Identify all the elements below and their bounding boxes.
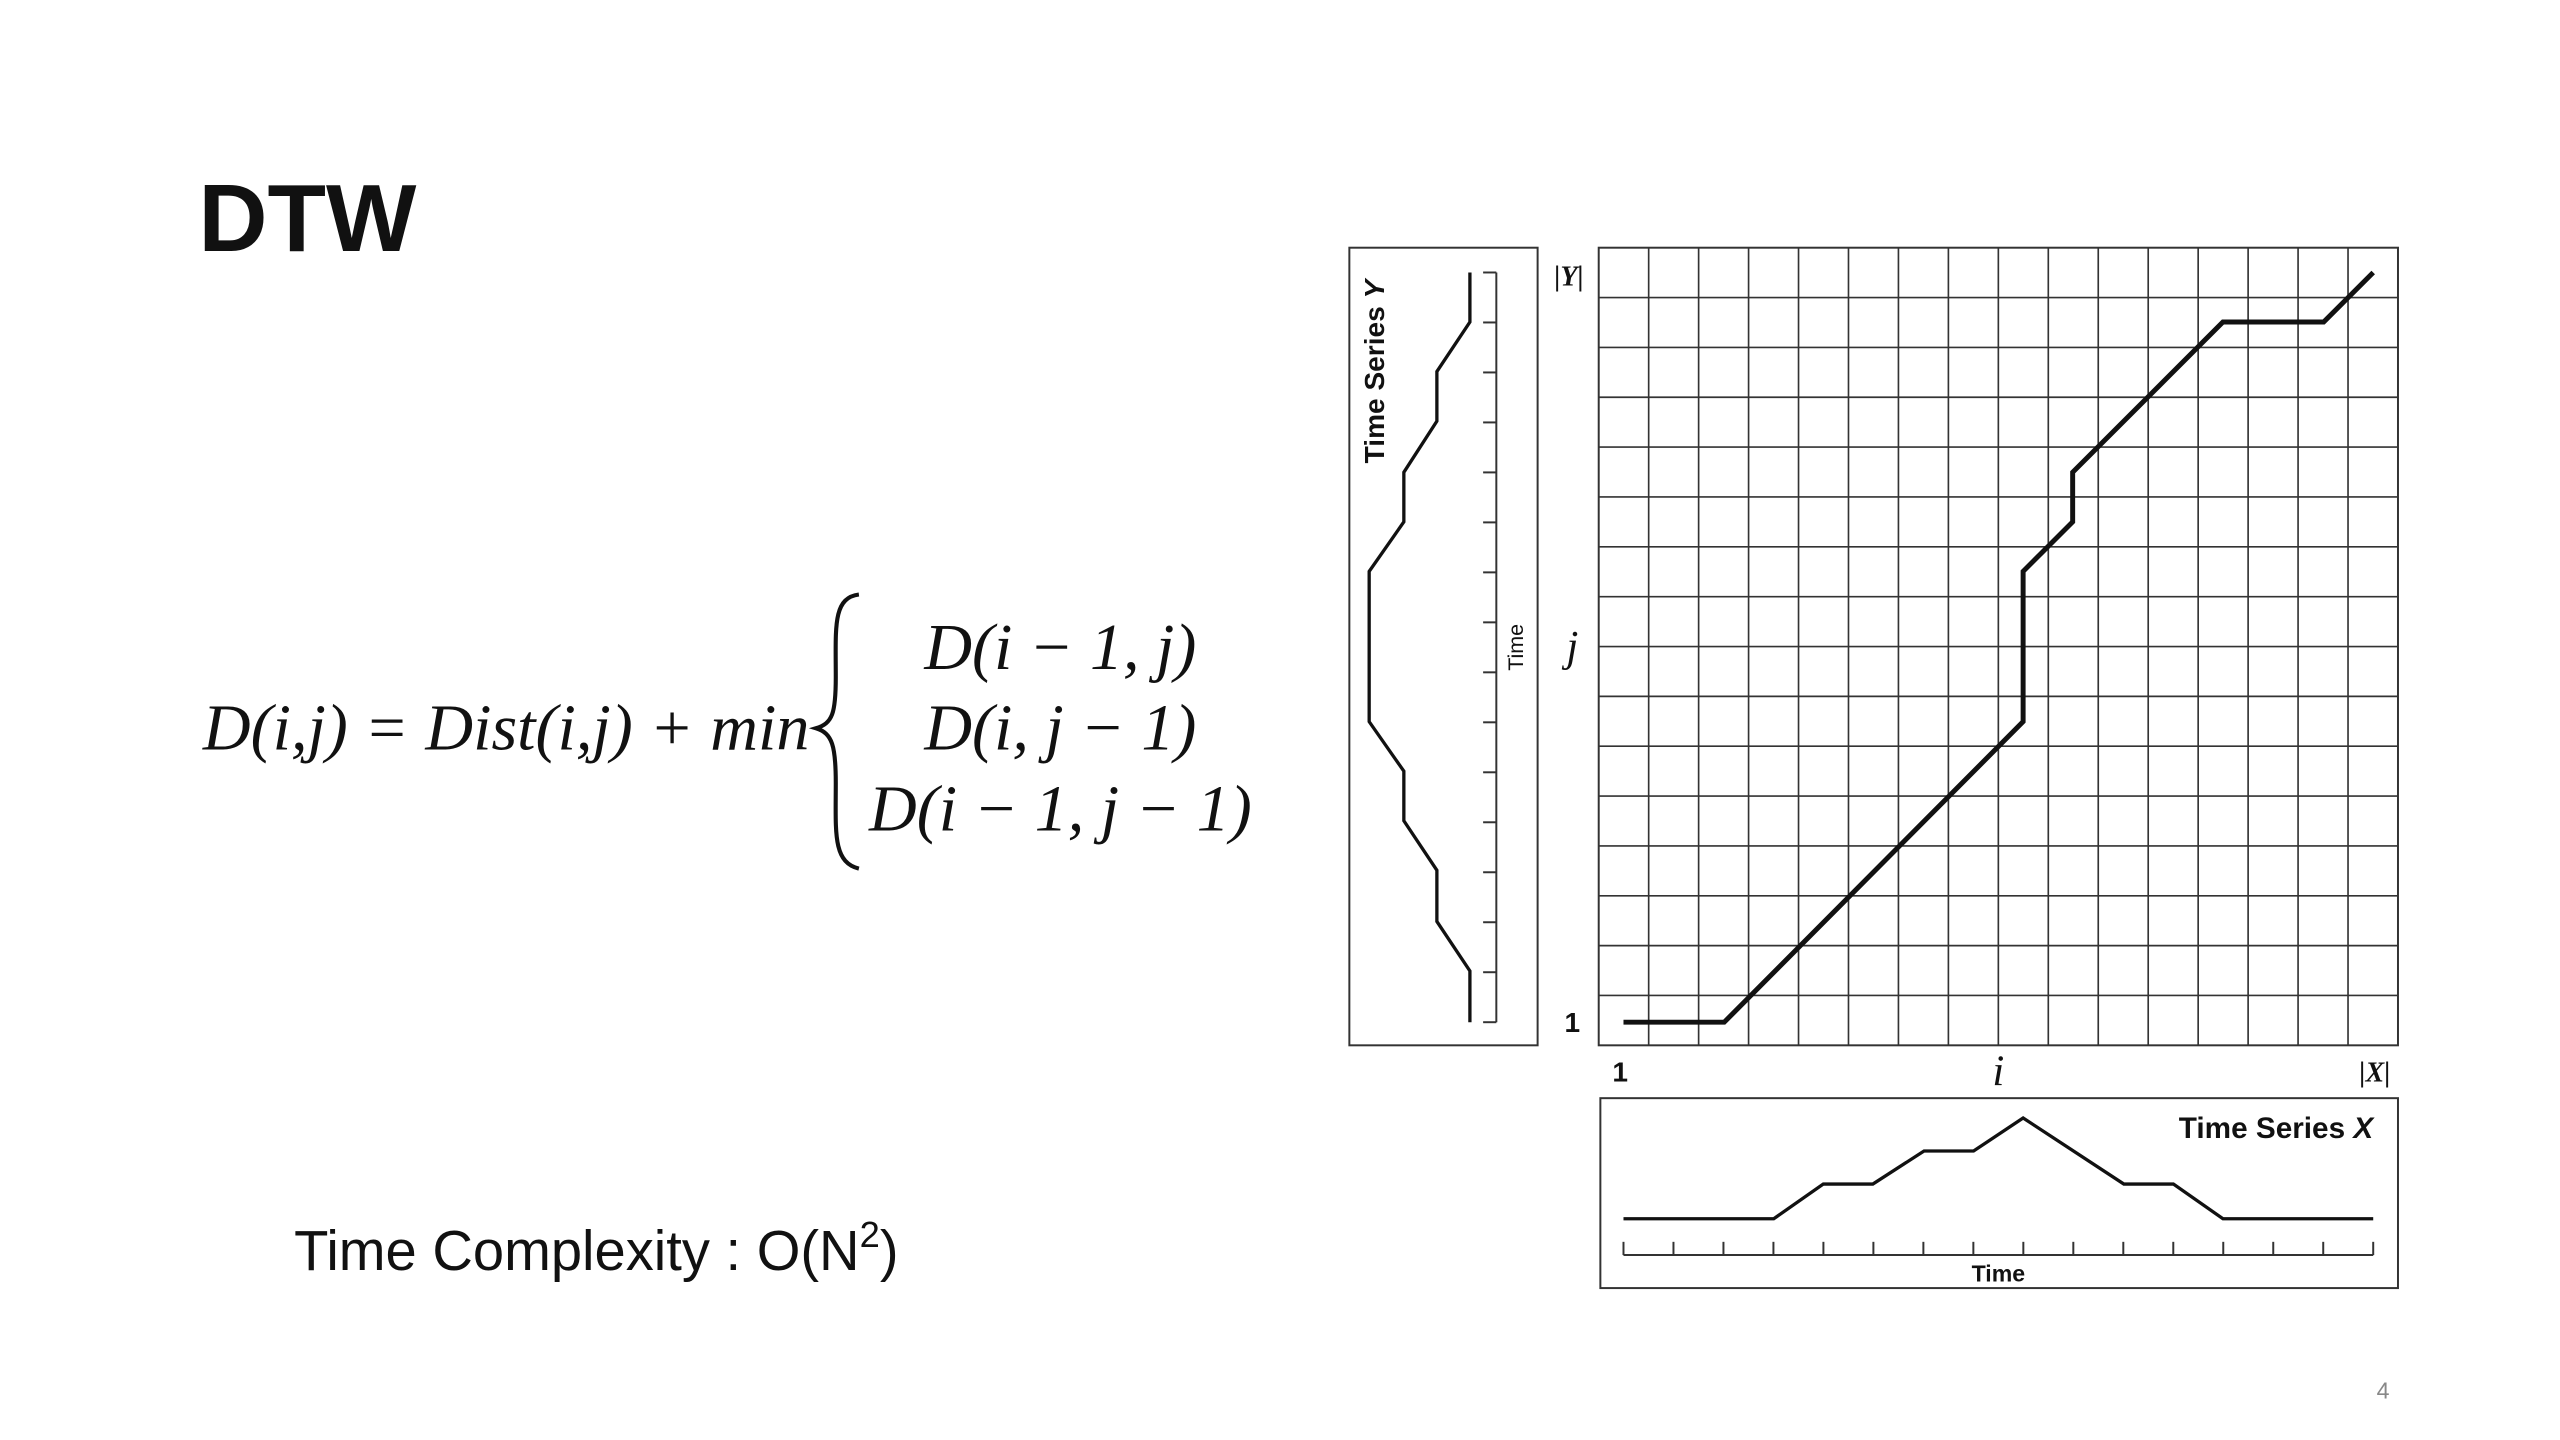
brace [808, 592, 860, 871]
x-series-curve [1623, 1116, 2374, 1221]
x-index-label: i [1992, 1048, 2004, 1095]
y-series-curve [1367, 272, 1472, 1023]
x-series-title: Time Series [2179, 1112, 2354, 1145]
x-series-panel [1599, 1097, 2399, 1290]
formula-case: D(i, j − 1) [923, 692, 1196, 765]
grid-border [1597, 246, 2399, 1047]
slide-title: DTW [198, 165, 417, 272]
x-time-label: Time [1972, 1260, 2026, 1286]
complexity-text: Time Complexity : O(N [294, 1219, 859, 1282]
y-series-var: Y [1359, 277, 1390, 298]
x-time-axis [1622, 1241, 2375, 1257]
x-max-label: |X| [2359, 1058, 2390, 1089]
warp-path [1623, 270, 2375, 1025]
complexity-sup: 2 [860, 1214, 880, 1255]
x-series-var: X [2351, 1112, 2375, 1145]
complexity: Time Complexity : O(N2) [294, 1214, 898, 1282]
formula-lhs: D(i,j) = Dist(i,j) + min [202, 692, 809, 765]
complexity-close: ) [880, 1219, 899, 1282]
y-time-label: Time [1504, 624, 1528, 671]
y-max-label: |Y| [1554, 262, 1584, 293]
x-series-label: Time Series X [2179, 1112, 2376, 1145]
y-time-axis [1483, 271, 1498, 1024]
cost-grid [1598, 247, 2398, 1046]
x-min-label: 1 [1612, 1057, 1628, 1088]
y-series-title: Time Series [1359, 298, 1390, 463]
y-index-label: j [1561, 624, 1578, 671]
y-series-label: Time Series Y [1359, 277, 1390, 463]
formula-case: D(i − 1, j − 1) [868, 773, 1252, 846]
y-series-panel [1348, 246, 1539, 1047]
page-number: 4 [2377, 1378, 2390, 1404]
formula-case: D(i − 1, j) [923, 611, 1196, 684]
y-min-label: 1 [1564, 1007, 1580, 1038]
